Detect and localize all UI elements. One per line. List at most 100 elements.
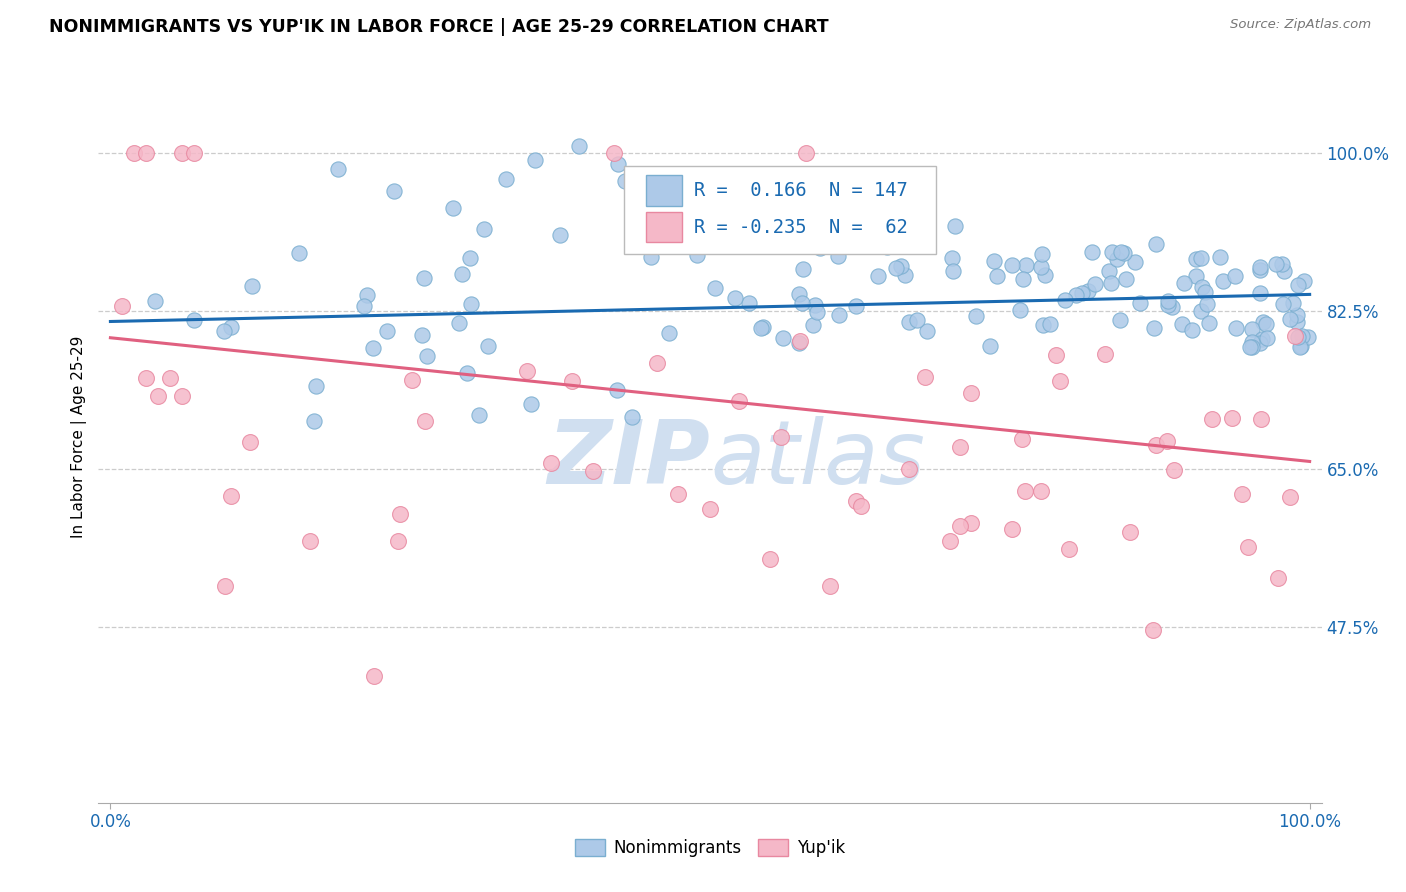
Point [894, 268, 917, 282]
Point [1189, 304, 1212, 318]
Point [219, 489, 242, 503]
Point [851, 499, 873, 513]
Point [1285, 315, 1308, 329]
Point [1144, 438, 1167, 452]
Point [1012, 272, 1035, 286]
Point [724, 291, 747, 305]
Point [413, 414, 436, 428]
Point [1084, 277, 1107, 292]
Point [699, 501, 721, 516]
Point [1236, 541, 1258, 555]
Point [240, 278, 263, 293]
Point [1232, 487, 1254, 501]
Point [941, 251, 963, 265]
Point [135, 145, 157, 160]
Point [1070, 286, 1092, 301]
Legend: Nonimmigrants, Yup'ik: Nonimmigrants, Yup'ik [568, 832, 852, 864]
Point [905, 313, 928, 327]
Point [1157, 293, 1180, 308]
Point [789, 336, 811, 351]
Point [1112, 245, 1135, 260]
Point [1057, 542, 1080, 557]
Point [986, 269, 1008, 284]
Point [942, 264, 965, 278]
Text: R = -0.235  N =  62: R = -0.235 N = 62 [695, 218, 908, 236]
Point [1291, 329, 1313, 343]
Point [806, 305, 828, 319]
Point [568, 138, 591, 153]
Point [183, 145, 205, 160]
Point [1250, 332, 1272, 346]
Point [1160, 300, 1182, 314]
FancyBboxPatch shape [647, 211, 682, 243]
Point [645, 356, 668, 370]
Point [1045, 348, 1067, 362]
Point [1157, 298, 1180, 312]
Point [382, 184, 405, 198]
Point [960, 386, 983, 401]
Point [827, 249, 849, 263]
Point [914, 369, 936, 384]
Point [658, 326, 681, 340]
Point [375, 324, 398, 338]
Point [738, 296, 761, 310]
Point [1249, 335, 1271, 350]
Point [845, 494, 868, 508]
Point [943, 219, 966, 234]
Point [1185, 252, 1208, 266]
Point [1240, 334, 1263, 349]
Point [172, 389, 194, 403]
Point [915, 324, 938, 338]
Point [1191, 280, 1213, 294]
Point [1115, 272, 1137, 286]
Point [965, 310, 987, 324]
Point [1156, 434, 1178, 449]
Point [1239, 340, 1261, 354]
Point [1281, 296, 1303, 310]
Point [1201, 412, 1223, 426]
Point [1278, 312, 1301, 326]
Point [1129, 295, 1152, 310]
Point [905, 227, 928, 242]
Point [1015, 258, 1038, 272]
Point [1123, 255, 1146, 269]
Point [298, 533, 321, 548]
Point [1119, 524, 1142, 539]
Point [794, 145, 817, 160]
Point [1212, 274, 1234, 288]
Point [1296, 330, 1319, 344]
Text: NONIMMIGRANTS VS YUP'IK IN LABOR FORCE | AGE 25-29 CORRELATION CHART: NONIMMIGRANTS VS YUP'IK IN LABOR FORCE |… [49, 18, 828, 36]
Point [672, 225, 695, 239]
Point [219, 320, 242, 334]
Point [1284, 329, 1306, 343]
Point [1029, 260, 1052, 274]
Point [1031, 247, 1053, 261]
Point [728, 394, 751, 409]
Point [1109, 245, 1132, 260]
Point [520, 396, 543, 410]
Point [804, 297, 827, 311]
Point [135, 371, 157, 385]
Point [1029, 483, 1052, 498]
Point [1077, 285, 1099, 299]
Point [328, 161, 350, 176]
Point [1198, 316, 1220, 330]
Point [1099, 276, 1122, 290]
FancyBboxPatch shape [624, 167, 936, 254]
Point [416, 349, 439, 363]
Point [143, 293, 166, 308]
Text: Source: ZipAtlas.com: Source: ZipAtlas.com [1230, 18, 1371, 31]
Point [288, 246, 311, 260]
Point [447, 316, 470, 330]
Point [1256, 318, 1278, 332]
Point [411, 327, 433, 342]
Point [1209, 250, 1232, 264]
Point [1143, 321, 1166, 335]
Point [752, 320, 775, 334]
Point [789, 334, 811, 348]
Point [1184, 269, 1206, 284]
Point [897, 315, 920, 329]
Point [749, 320, 772, 334]
Point [441, 201, 464, 215]
Point [1011, 432, 1033, 446]
